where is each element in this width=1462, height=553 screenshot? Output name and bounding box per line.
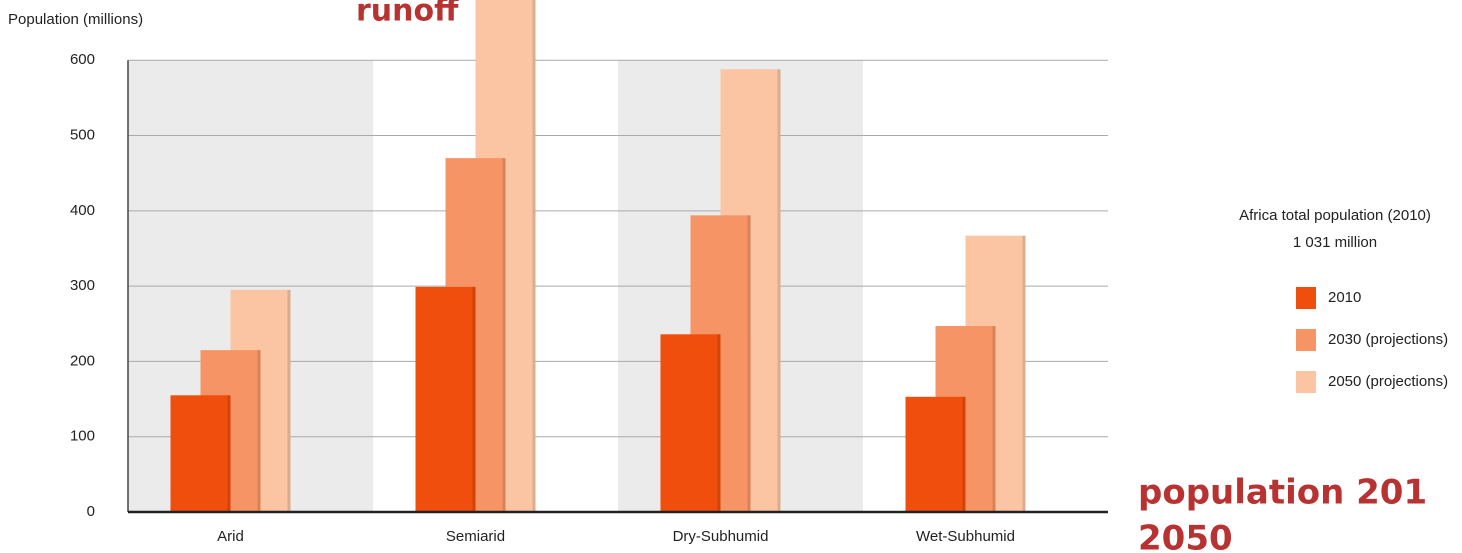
annotation: population 201 [1138,473,1427,513]
y-tick-label: 300 [70,277,95,294]
bar-shadow [747,215,751,512]
bar-shadow [287,289,291,512]
bar-shadow [717,334,721,512]
bar-shadow [962,396,966,512]
y-tick-label: 600 [70,51,95,68]
bar [415,286,476,512]
y-tick-label: 0 [87,503,95,520]
bar [170,395,231,512]
annotation: runoff [356,0,459,29]
x-tick-label: Arid [217,528,244,545]
legend-swatch [1296,371,1316,393]
bar-shadow [532,0,536,512]
legend-swatch [1296,287,1316,309]
bar-shadow [777,69,781,512]
legend-label: 2010 [1328,289,1361,306]
legend-label: 2050 (projections) [1328,373,1448,390]
x-tick-label: Dry-Subhumid [673,528,769,545]
y-axis-label: Population (millions) [8,11,143,28]
legend-label: 2030 (projections) [1328,331,1448,348]
bar-shadow [502,158,506,512]
bar [660,334,721,512]
y-tick-label: 500 [70,126,95,143]
bar-shadow [472,286,476,512]
bar-shadow [227,395,231,512]
bar-shadow [992,326,996,512]
bar-shadow [1022,235,1026,512]
y-tick-label: 400 [70,202,95,219]
y-tick-label: 200 [70,352,95,369]
x-tick-label: Semiarid [446,528,505,545]
annotation: 2050 [1138,519,1233,553]
legend-swatch [1296,329,1316,351]
annotation: 1 031 million [1293,234,1377,251]
bar [905,396,966,512]
bar-shadow [257,350,261,512]
annotation: Africa total population (2010) [1239,207,1431,224]
x-tick-label: Wet-Subhumid [916,528,1015,545]
y-tick-label: 100 [70,428,95,445]
